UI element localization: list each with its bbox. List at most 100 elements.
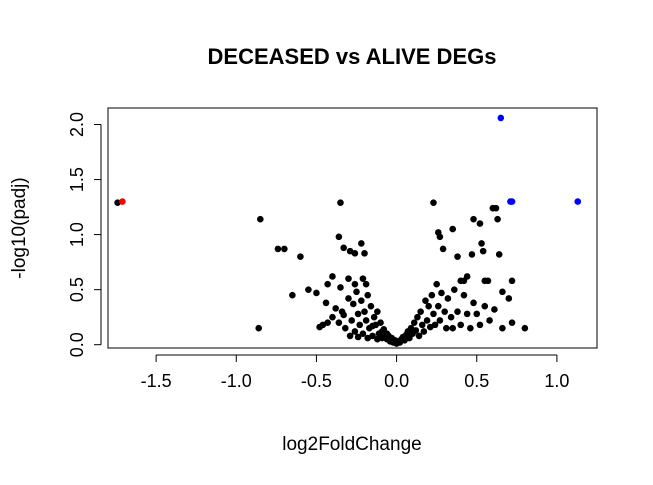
- data-point: [341, 324, 349, 332]
- x-tick-label: 0.5: [464, 371, 489, 391]
- data-point: [257, 215, 264, 223]
- data-point: [430, 199, 437, 206]
- data-point: [370, 313, 378, 321]
- data-point: [332, 305, 339, 312]
- data-point: [499, 288, 506, 296]
- data-point: [574, 198, 582, 205]
- data-point: [454, 253, 461, 260]
- data-point: [444, 295, 452, 302]
- data-point: [255, 324, 263, 332]
- data-point: [436, 233, 444, 241]
- data-point: [359, 275, 367, 282]
- data-point: [410, 319, 418, 326]
- data-point: [436, 317, 444, 324]
- data-point: [451, 286, 458, 293]
- data-point: [354, 333, 362, 341]
- data-point: [521, 324, 529, 332]
- data-point: [417, 308, 424, 315]
- data-point: [329, 273, 336, 280]
- data-point: [492, 204, 500, 212]
- data-point: [434, 302, 442, 310]
- data-point: [470, 215, 477, 223]
- y-axis-label: -log10(padj): [9, 177, 30, 278]
- data-point: [428, 291, 436, 299]
- data-point: [324, 280, 331, 288]
- data-point: [505, 295, 513, 302]
- data-point: [476, 220, 484, 227]
- data-point: [423, 317, 431, 324]
- data-point: [119, 198, 126, 205]
- plot-frame: [107, 107, 598, 349]
- x-tick-label: 1.0: [544, 371, 569, 391]
- data-point: [340, 311, 347, 319]
- data-point: [463, 310, 471, 318]
- data-point: [460, 291, 468, 299]
- data-point: [350, 300, 357, 308]
- data-point: [415, 332, 423, 340]
- data-point: [345, 275, 352, 282]
- y-axis: 0.0 0.5 1.0 1.5 2.0: [67, 112, 102, 357]
- data-point: [463, 273, 471, 280]
- data-point: [479, 247, 487, 255]
- data-point: [364, 291, 372, 299]
- data-point: [340, 244, 347, 252]
- data-point: [420, 328, 428, 335]
- data-point: [441, 308, 448, 315]
- data-point: [313, 289, 320, 297]
- data-point: [484, 277, 492, 285]
- data-point: [457, 321, 465, 329]
- data-point: [486, 317, 493, 324]
- data-point: [322, 299, 330, 307]
- x-axis: -1.5 -1.0 -0.5 0.0 0.5 1.0: [141, 354, 569, 391]
- data-point: [454, 308, 461, 315]
- data-point: [442, 324, 450, 332]
- data-point: [351, 280, 359, 288]
- y-tick-label: 1.5: [67, 167, 87, 192]
- y-tick-label: 1.0: [67, 222, 87, 247]
- data-point: [449, 324, 457, 332]
- data-point: [354, 310, 362, 318]
- data-point: [305, 286, 312, 293]
- data-point: [491, 306, 498, 313]
- x-axis-label: log2FoldChange: [282, 434, 421, 455]
- data-point: [508, 319, 516, 326]
- data-point: [374, 335, 381, 343]
- data-point: [438, 289, 445, 297]
- data-point: [412, 327, 420, 334]
- chart-title: DECEASED vs ALIVE DEGs: [208, 44, 497, 69]
- data-point: [431, 321, 439, 329]
- data-points: [114, 114, 582, 347]
- x-tick-label: 0.0: [384, 371, 409, 391]
- data-point: [430, 310, 437, 318]
- data-point: [324, 319, 331, 326]
- data-point: [497, 114, 505, 122]
- data-point: [468, 251, 476, 258]
- data-point: [369, 322, 376, 330]
- data-point: [297, 253, 304, 260]
- y-tick-label: 0.0: [67, 332, 87, 357]
- data-point: [346, 332, 354, 340]
- data-point: [348, 317, 355, 324]
- data-point: [351, 250, 359, 257]
- data-point: [358, 240, 365, 247]
- data-point: [495, 251, 503, 258]
- data-point: [481, 302, 489, 310]
- data-point: [418, 321, 426, 329]
- data-point: [473, 310, 481, 318]
- data-point: [470, 299, 477, 307]
- data-point: [362, 317, 370, 324]
- data-point: [508, 198, 516, 205]
- data-point: [377, 319, 384, 326]
- data-point: [508, 277, 516, 285]
- data-point: [289, 291, 296, 299]
- data-point: [274, 245, 282, 253]
- y-tick-label: 2.0: [67, 112, 87, 137]
- data-point: [364, 334, 372, 342]
- data-point: [476, 321, 484, 329]
- data-point: [386, 334, 394, 342]
- data-point: [353, 288, 360, 296]
- data-point: [337, 199, 344, 206]
- data-point: [356, 321, 364, 329]
- x-tick-label: -0.5: [301, 371, 332, 391]
